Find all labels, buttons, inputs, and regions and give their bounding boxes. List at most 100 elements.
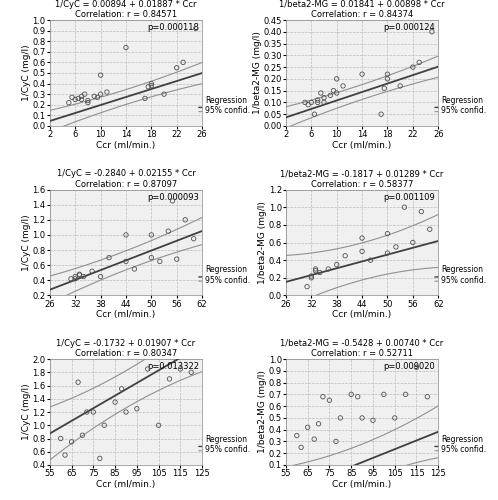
Point [160,90,168,98]
Point [333,260,341,268]
Point [303,282,311,290]
Point [141,94,149,102]
Point [67,275,75,283]
Title: 1/CyC = 0.00894 + 0.01887 * Ccr
Correlation: r = 0.84571: 1/CyC = 0.00894 + 0.01887 * Ccr Correlat… [55,0,197,19]
Point [122,231,130,239]
Point [358,70,366,78]
Point [358,414,366,422]
Title: 1/CyC = -0.2840 + 0.02155 * Ccr
Correlation: r = 0.87097: 1/CyC = -0.2840 + 0.02155 * Ccr Correlat… [57,170,195,188]
Point [84,98,92,106]
Point [354,392,362,400]
Point [88,268,96,276]
Point [369,416,377,424]
Point [164,227,172,235]
Text: Regression
95% confid.: Regression 95% confid. [441,266,487,285]
Point [130,265,138,273]
Point [333,89,341,97]
Point [326,92,334,100]
X-axis label: Ccr (ml/min.): Ccr (ml/min.) [96,480,155,488]
Point [324,265,332,273]
Point [412,364,420,372]
Point [358,248,366,256]
Y-axis label: 1/CyC (mg/l): 1/CyC (mg/l) [22,384,31,440]
Point [97,90,105,98]
Point [173,64,181,72]
Point [312,265,320,273]
Point [156,258,164,266]
Title: 1/beta2-MG = -0.1817 + 0.01289 * Ccr
Correlation: r = 0.58377: 1/beta2-MG = -0.1817 + 0.01289 * Ccr Cor… [280,170,444,188]
Point [307,274,315,282]
Point [336,414,344,422]
X-axis label: Ccr (ml/min.): Ccr (ml/min.) [333,140,392,149]
Point [383,75,391,83]
Point [396,82,404,90]
Point [78,92,86,100]
Point [68,94,76,102]
Point [417,208,425,216]
Text: p=0.000124: p=0.000124 [383,23,435,32]
Point [304,424,312,432]
Point [181,216,189,224]
Text: p=0.013322: p=0.013322 [147,362,199,371]
Y-axis label: 1/beta2-MG (mg/l): 1/beta2-MG (mg/l) [253,32,262,114]
Point [65,98,73,106]
Point [71,275,79,283]
Point [147,254,155,262]
Y-axis label: 1/CyC (mg/l): 1/CyC (mg/l) [22,214,31,271]
Point [154,422,162,430]
Point [173,255,181,263]
Point [89,408,97,416]
Text: Regression
95% confid.: Regression 95% confid. [205,435,250,454]
Point [190,234,198,242]
Point [100,422,108,430]
Point [192,24,200,32]
Point [75,271,83,279]
Point [316,268,324,276]
Text: p=0.001109: p=0.001109 [383,192,435,202]
Point [330,86,338,94]
Point [71,272,79,280]
Point [383,249,391,257]
Point [94,94,102,102]
Point [80,272,88,280]
Point [103,88,111,96]
Point [97,71,105,79]
Point [383,70,391,78]
Point [97,272,105,280]
X-axis label: Ccr (ml/min.): Ccr (ml/min.) [333,310,392,319]
X-axis label: Ccr (ml/min.): Ccr (ml/min.) [96,140,155,149]
Point [147,82,155,90]
Point [409,238,417,246]
Point [187,368,195,376]
Text: p=0.000118: p=0.000118 [147,23,199,32]
Point [383,230,391,237]
Point [339,82,347,90]
Point [68,438,76,446]
Point [81,90,89,98]
Text: Regression
95% confid.: Regression 95% confid. [441,435,487,454]
Text: Regression
95% confid.: Regression 95% confid. [205,266,250,285]
Title: 1/beta2-MG = -0.5428 + 0.00740 * Ccr
Correlation: r = 0.52711: 1/beta2-MG = -0.5428 + 0.00740 * Ccr Cor… [280,339,444,358]
Point [297,444,305,452]
Point [304,101,312,109]
Point [415,58,423,66]
Y-axis label: 1/CyC (mg/l): 1/CyC (mg/l) [22,44,31,102]
Point [179,58,187,66]
Point [310,435,318,443]
Point [90,92,98,100]
Point [314,98,322,106]
Point [320,98,328,106]
Point [71,96,79,104]
Point [61,451,69,459]
Point [401,390,409,398]
Point [423,392,431,400]
Point [380,390,388,398]
Point [118,385,125,393]
Point [392,243,400,251]
X-axis label: Ccr (ml/min.): Ccr (ml/min.) [96,310,155,319]
Point [111,398,119,406]
Point [341,252,349,260]
Point [122,258,130,266]
Point [84,96,92,104]
Point [122,44,130,52]
